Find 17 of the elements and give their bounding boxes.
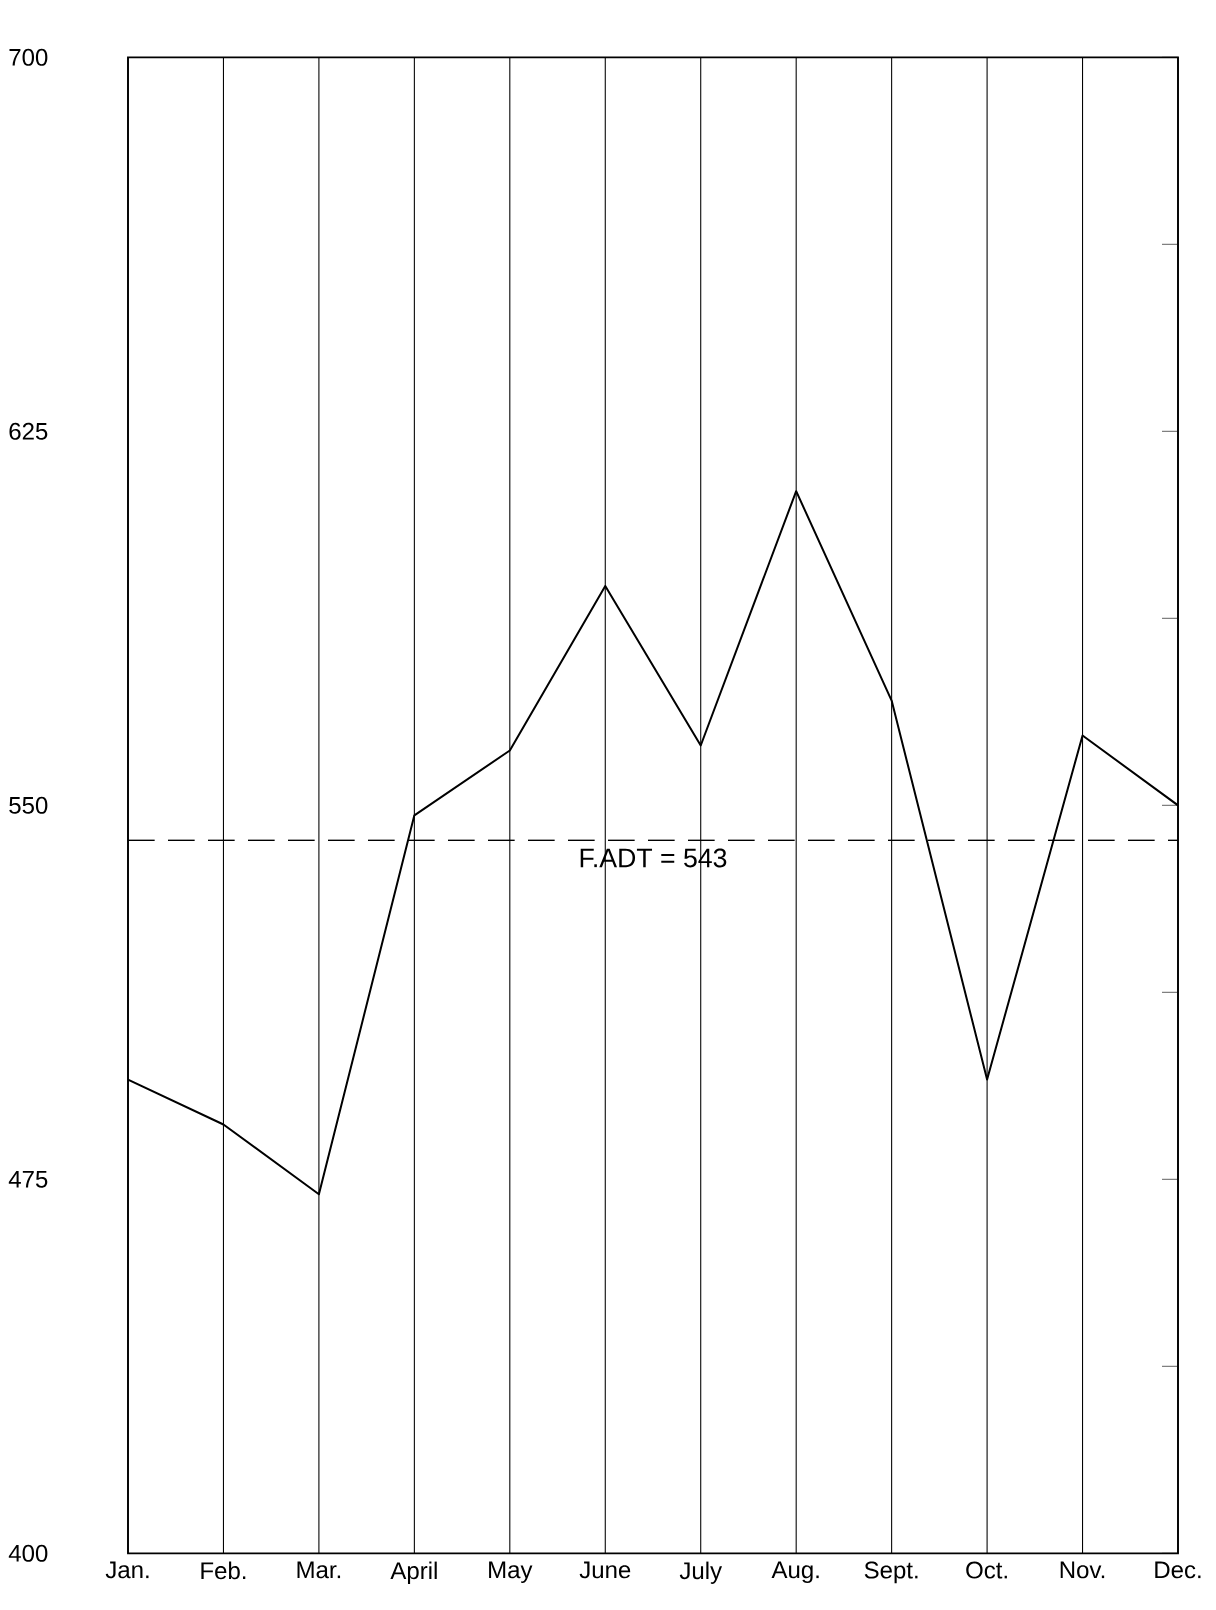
x-tick-label: Feb. <box>201 1561 246 1580</box>
x-tick-label: April <box>390 1561 437 1584</box>
y-tick-label: 475 <box>8 1170 48 1188</box>
x-tick-label: May <box>489 1561 533 1584</box>
y-tick-label: 550 <box>9 796 48 814</box>
x-tick-label: Jan. <box>105 1561 149 1579</box>
y-tick-label: 625 <box>9 422 48 440</box>
y-tick-label: 700 <box>9 48 48 66</box>
x-tick-label: Dec. <box>1155 1561 1201 1579</box>
x-tick-label: Mar. <box>297 1561 341 1579</box>
x-tick-label: Nov. <box>1060 1561 1105 1579</box>
x-tick-label: July <box>679 1561 723 1584</box>
y-tick-label: 400 <box>8 1544 48 1562</box>
x-tick-label: June <box>579 1561 631 1579</box>
x-tick-label: Oct. <box>966 1561 1007 1579</box>
x-tick-label: Sept. <box>864 1561 918 1584</box>
x-tick-label: Aug. <box>771 1561 819 1584</box>
